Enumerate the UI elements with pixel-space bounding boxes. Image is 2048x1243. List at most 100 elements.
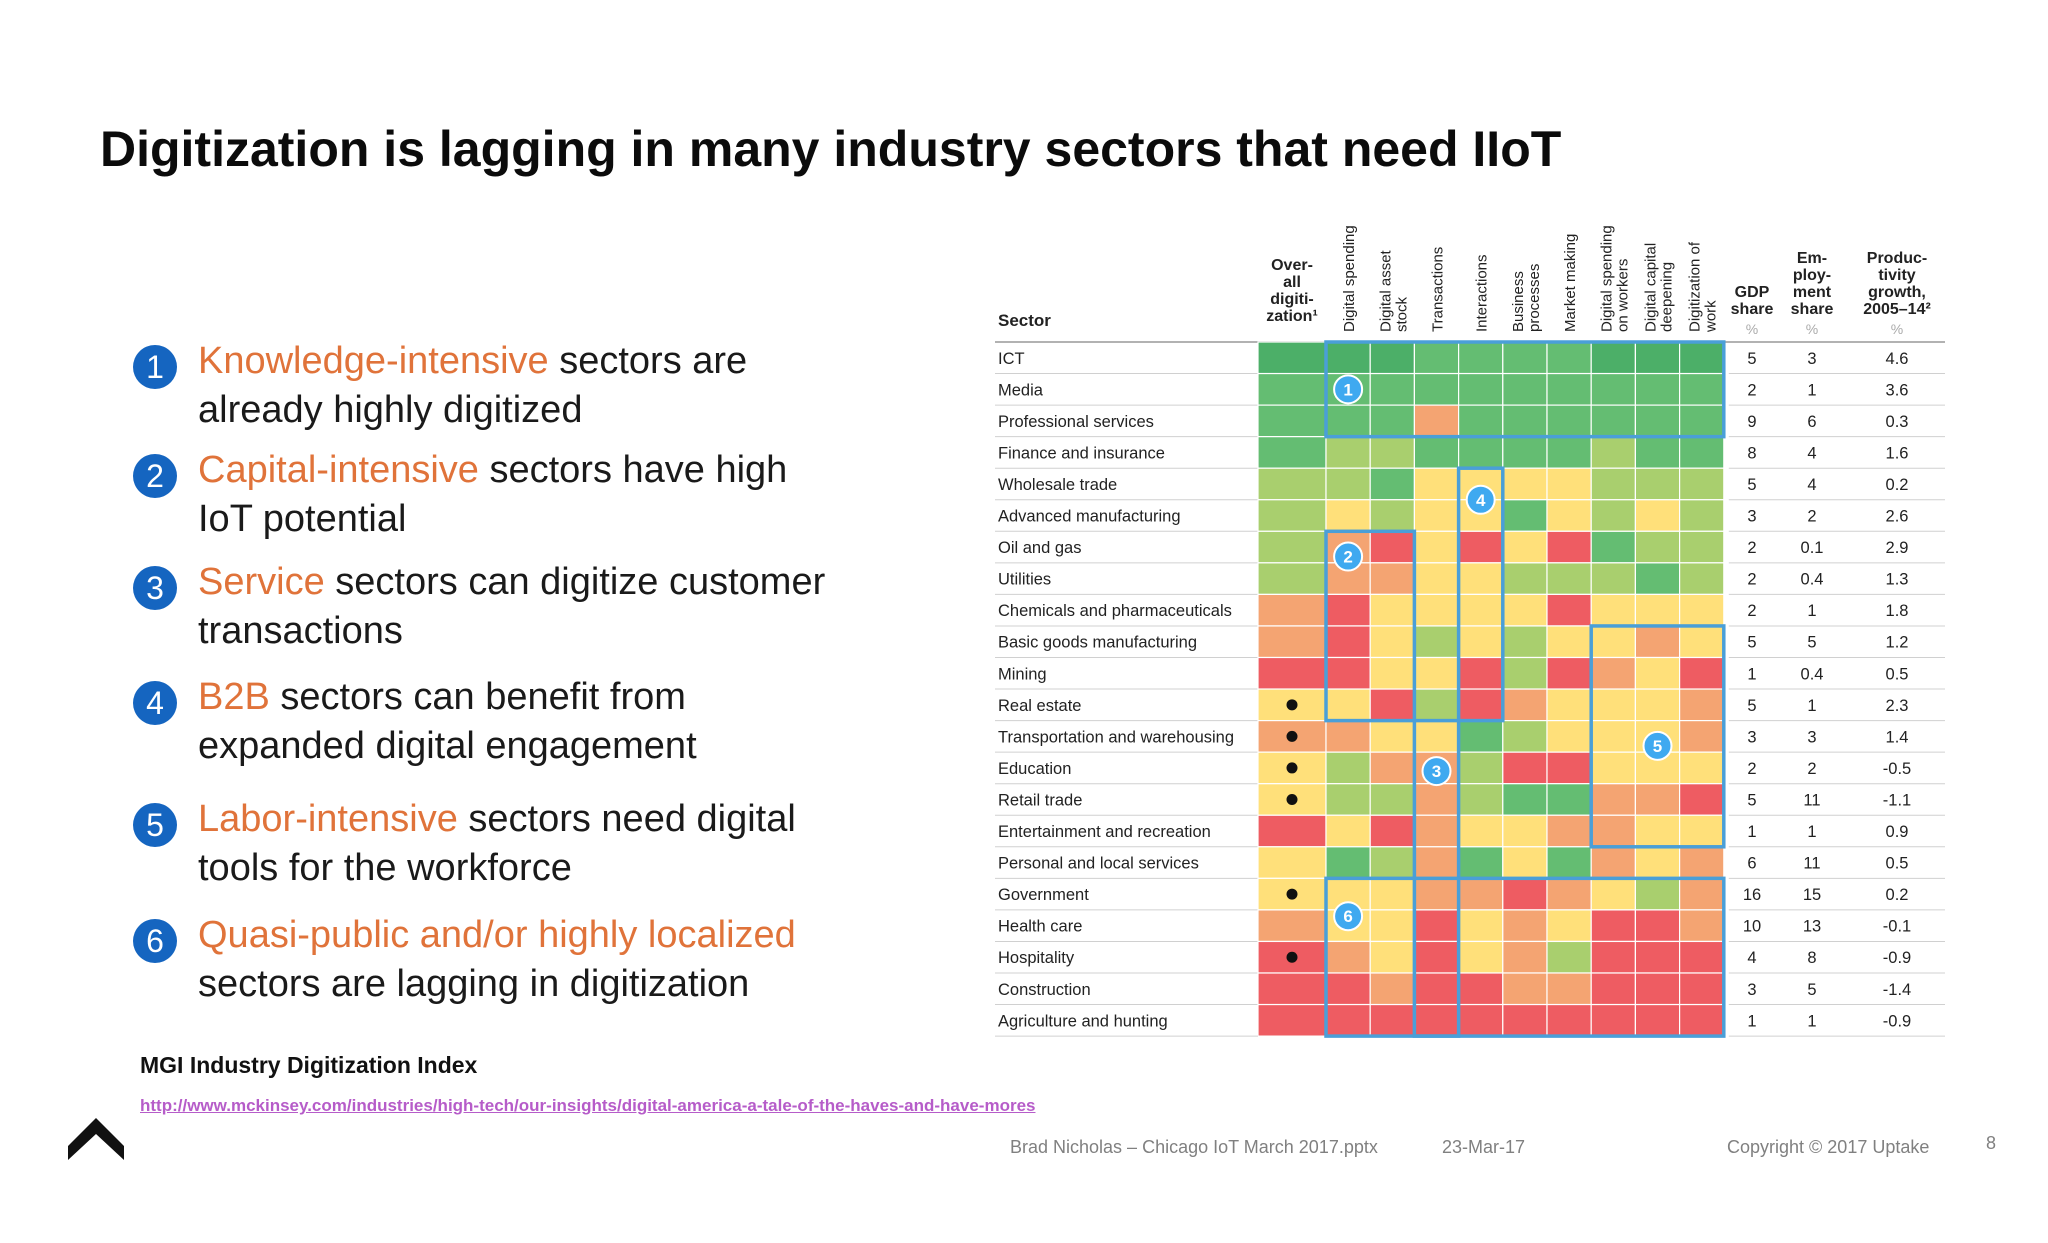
bullet-highlight-2: Capital-intensive (198, 449, 479, 491)
heatmap-cell (1634, 467, 1681, 501)
employment-share: 13 (1803, 918, 1821, 936)
heatmap-cell (1678, 530, 1725, 564)
heatmap-cell (1546, 940, 1592, 974)
sector-label: Professional services (998, 413, 1154, 431)
heatmap-cell (1257, 909, 1327, 943)
heatmap-cell (1325, 467, 1371, 501)
heatmap-cell (1678, 625, 1725, 659)
bullet-highlight-4: B2B (198, 676, 270, 718)
sector-label: Real estate (998, 697, 1081, 715)
heatmap-cell (1546, 719, 1592, 753)
employment-share: 2 (1807, 760, 1816, 778)
group-badge-label: 4 (1476, 491, 1486, 510)
heatmap-cell (1413, 467, 1460, 501)
heatmap-cell (1678, 909, 1725, 943)
heatmap-cell (1546, 372, 1592, 406)
heatmap-cell (1413, 625, 1460, 659)
bullet-number-3: 3 (133, 566, 177, 610)
productivity-growth: 4.6 (1886, 350, 1909, 368)
heatmap-cell (1413, 656, 1460, 690)
heatmap-cell (1634, 909, 1681, 943)
sector-label: Entertainment and recreation (998, 823, 1211, 841)
source-link[interactable]: http://www.mckinsey.com/industries/high-… (140, 1096, 1036, 1115)
heatmap-cell (1678, 404, 1725, 438)
heatmap-cell (1457, 404, 1504, 438)
heatmap-cell (1457, 940, 1504, 974)
heatmap-cell (1413, 719, 1460, 753)
sector-header: Sector (998, 311, 1051, 330)
bullet-rest-3: sectors can digitize customer (324, 561, 826, 603)
heatmap-cell (1546, 751, 1592, 785)
heatmap-cell (1369, 499, 1415, 532)
column-header-line: Digital asset (1377, 249, 1394, 332)
heatmap-cell (1369, 814, 1415, 848)
column-header-line: Interactions (1474, 254, 1491, 332)
stat-header-line: share (1791, 301, 1834, 318)
heatmap-cell (1678, 814, 1725, 848)
heatmap-cell (1457, 341, 1504, 375)
sector-label: Finance and insurance (998, 444, 1165, 462)
heatmap-cell (1678, 656, 1725, 690)
heatmap-cell (1369, 940, 1415, 974)
sector-label: Transportation and warehousing (998, 728, 1234, 746)
heatmap-cell (1413, 341, 1460, 375)
productivity-growth: -0.5 (1883, 760, 1911, 778)
heatmap-cell (1590, 846, 1636, 879)
heatmap-cell (1502, 341, 1548, 375)
gdp-share: 6 (1747, 855, 1756, 873)
column-header-line: Business (1510, 271, 1527, 332)
heatmap-cell (1590, 688, 1636, 722)
group-outline (1324, 876, 1726, 1038)
heatmap-cell (1678, 341, 1725, 375)
heatmap-cell (1413, 404, 1460, 438)
heatmap-cell (1457, 814, 1504, 848)
productivity-growth: 1.2 (1886, 634, 1909, 652)
bullet-text-6: Quasi-public and/or highly localized sec… (198, 911, 796, 1009)
group-badge (1465, 484, 1496, 515)
productivity-growth: 1.4 (1886, 728, 1909, 746)
heatmap-cell (1634, 940, 1681, 974)
stat-header-line: ploy- (1793, 267, 1831, 284)
productivity-growth: 1.6 (1886, 444, 1909, 462)
group-outline (1456, 466, 1505, 723)
heatmap-cell (1325, 940, 1371, 974)
bullet-highlight-1: Knowledge-intensive (198, 340, 549, 382)
overall-dot (1286, 730, 1298, 742)
heatmap-cell (1502, 372, 1548, 406)
heatmap-cell (1257, 562, 1327, 595)
heatmap-cell (1457, 530, 1504, 564)
heatmap-cell (1546, 341, 1592, 375)
heatmap-cell (1502, 404, 1548, 438)
heatmap-cell (1678, 940, 1725, 974)
gdp-share: 10 (1743, 918, 1761, 936)
stat-header-line: tivity (1878, 267, 1915, 284)
column-header-line: on workers (1614, 259, 1631, 332)
sector-label: ICT (998, 350, 1025, 368)
stat-header-line: growth, (1868, 284, 1926, 301)
employment-share: 3 (1807, 728, 1816, 746)
bullet-rest-4: sectors can benefit from (269, 676, 686, 718)
heatmap-cell (1325, 341, 1371, 375)
sector-label: Chemicals and pharmaceuticals (998, 602, 1232, 620)
heatmap-cell (1369, 625, 1415, 659)
stat-header-line: Em- (1797, 250, 1827, 267)
group-badge-label: 2 (1343, 548, 1352, 567)
heatmap-cell (1678, 593, 1725, 627)
heatmap-cell (1502, 751, 1548, 785)
uptake-logo-icon (68, 1118, 124, 1160)
heatmap-cell (1546, 467, 1592, 501)
heatmap-cell (1678, 751, 1725, 785)
heatmap-cell (1546, 877, 1592, 911)
heatmap-cell (1546, 972, 1592, 1006)
heatmap-cell (1634, 814, 1681, 848)
heatmap-cell (1634, 530, 1681, 564)
group-outline (1589, 624, 1726, 849)
heatmap-cell (1590, 719, 1636, 753)
productivity-growth: 0.3 (1886, 413, 1909, 431)
productivity-growth: -0.1 (1883, 918, 1911, 936)
bullet-text-5: Labor-intensive sectors need digital too… (198, 795, 796, 893)
heatmap-cell (1546, 530, 1592, 564)
heatmap-cell (1369, 562, 1415, 595)
heatmap-cell (1457, 909, 1504, 943)
heatmap-cell (1457, 1003, 1504, 1037)
